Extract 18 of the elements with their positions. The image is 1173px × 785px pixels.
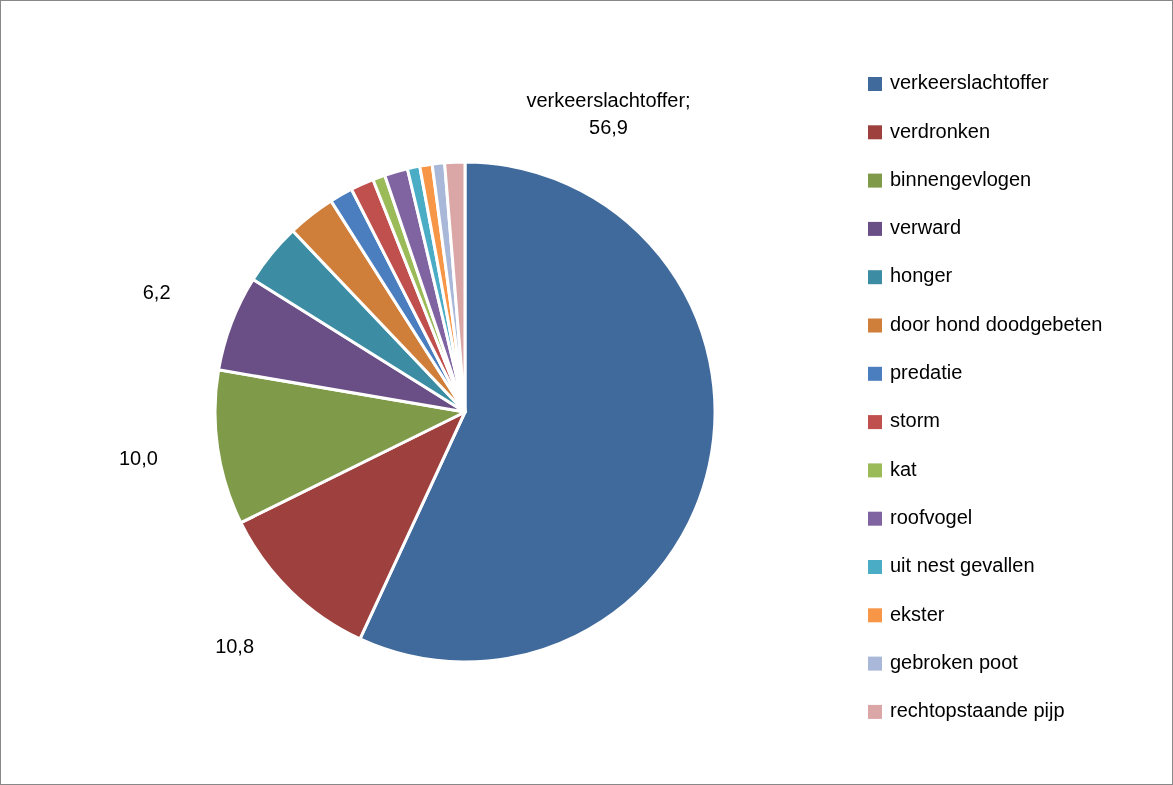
- data-label: 10,8: [215, 635, 255, 658]
- legend-label: ekster: [890, 602, 945, 625]
- data-label: 10,0: [118, 446, 158, 469]
- legend-label: roofvogel: [890, 505, 973, 528]
- legend-label: uit nest gevallen: [890, 554, 1035, 577]
- legend-label: honger: [890, 264, 953, 287]
- legend-label: verkeerslachtoffer: [890, 71, 1049, 94]
- legend-label: rechtopstaande pijp: [890, 699, 1065, 722]
- data-label: verkeerslachtoffer; 56,9: [526, 89, 691, 139]
- legend-label: verward: [890, 216, 962, 239]
- legend-label: kat: [890, 457, 918, 480]
- legend-label: storm: [890, 409, 940, 432]
- legend-label: verdronken: [890, 119, 991, 142]
- legend-label: door hond doodgebeten: [890, 312, 1103, 335]
- data-label: 6,2: [142, 281, 171, 304]
- legend-label: gebroken poot: [890, 650, 1019, 673]
- legend-label: binnengevlogen: [890, 167, 1032, 190]
- legend-label: predatie: [890, 361, 963, 384]
